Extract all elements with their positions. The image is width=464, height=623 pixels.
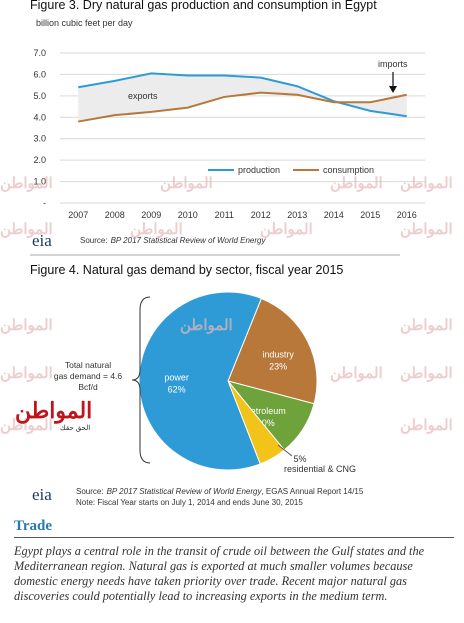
bracket: [131, 296, 151, 464]
annotation-line: Total natural: [65, 360, 111, 370]
watermark: المواطن: [400, 417, 453, 434]
y-tick-label: 1.0: [33, 177, 46, 187]
series-line: [78, 72, 407, 118]
slice-value: 23%: [269, 362, 287, 372]
arrowhead: [389, 86, 397, 93]
watermark: المواطن: [0, 317, 53, 334]
slice-value: 5%: [293, 454, 306, 464]
watermark: المواطن: [0, 417, 53, 434]
chart-title: Figure 3. Dry natural gas production and…: [30, 0, 377, 12]
watermark: المواطن: [160, 175, 213, 192]
x-tick-label: 2009: [141, 210, 161, 220]
annotation: exports: [128, 91, 158, 101]
watermark: المواطن: [0, 365, 53, 382]
x-tick-label: 2016: [397, 210, 417, 220]
slice-value: 10%: [257, 418, 275, 428]
slice-label: residential & CNG: [284, 464, 356, 474]
legend-label: consumption: [323, 165, 374, 175]
source-extra: , EGAS Annual Report 14/15: [261, 487, 363, 496]
logo: المواطن: [15, 398, 92, 424]
watermark: المواطن: [400, 221, 453, 238]
watermark: المواطن: [400, 175, 453, 192]
x-tick-label: 2010: [178, 210, 198, 220]
annotation-line: gas demand = 4.6: [54, 371, 123, 381]
y-tick-label: -: [43, 198, 46, 208]
exports-area: [78, 73, 407, 122]
x-tick-label: 2011: [215, 210, 234, 220]
logo-tagline: الحق حقك: [60, 424, 90, 432]
watermark: المواطن: [0, 221, 53, 238]
x-tick-label: 2015: [360, 210, 380, 220]
source-text: BP 2017 Statistical Review of World Ener…: [111, 236, 267, 245]
source-label: Source:: [76, 487, 104, 496]
note: Note: Fiscal Year starts on July 1, 2014…: [76, 498, 303, 507]
annotation-line: Bcf/d: [78, 382, 98, 392]
y-tick-label: 5.0: [33, 91, 46, 101]
eia-logo: eia: [32, 485, 52, 504]
x-tick-label: 2008: [105, 210, 125, 220]
x-tick-label: 2012: [251, 210, 271, 220]
source-label: Source:: [80, 236, 108, 245]
series-line: [78, 91, 407, 123]
watermark: المواطن: [180, 317, 233, 334]
chart-title: Figure 4. Natural gas demand by sector, …: [30, 263, 343, 277]
leader: [277, 444, 293, 457]
pie-slice: [227, 297, 318, 405]
slice-label: industry: [262, 350, 294, 360]
section-heading: Trade: [14, 518, 454, 538]
watermark: المواطن: [260, 221, 313, 238]
y-tick-label: 4.0: [33, 112, 46, 122]
pie-slice: [138, 291, 262, 471]
x-tick-label: 2013: [287, 210, 307, 220]
slice-value: 62%: [168, 384, 186, 394]
watermark: المواطن: [0, 175, 53, 192]
x-tick-label: 2007: [68, 210, 88, 220]
section-body: Egypt plays a central role in the transi…: [14, 544, 425, 603]
watermark: المواطن: [400, 365, 453, 382]
x-tick-label: 2014: [324, 210, 344, 220]
y-tick-label: 3.0: [33, 134, 46, 144]
annotation: Total natural gas demand = 4.6 Bcf/d: [54, 360, 123, 392]
watermark: المواطن: [130, 221, 183, 238]
watermark: المواطن: [330, 175, 383, 192]
legend-label: production: [238, 165, 280, 175]
watermark: المواطن: [400, 317, 453, 334]
slice-label: petroleum: [246, 406, 286, 416]
y-tick-label: 6.0: [33, 69, 46, 79]
slice-label: power: [164, 372, 189, 382]
figures: Figure 3. Dry natural gas production and…: [0, 0, 453, 507]
source-text: BP 2017 Statistical Review of World Ener…: [107, 487, 263, 496]
y-tick-label: 2.0: [33, 155, 46, 165]
source: Source: BP 2017 Statistical Review of Wor…: [80, 236, 266, 245]
annotation: imports: [378, 59, 408, 69]
y-tick-label: 7.0: [33, 48, 46, 58]
y-axis-label: billion cubic feet per day: [36, 18, 133, 28]
watermark: المواطن: [330, 365, 383, 382]
source: Source: BP 2017 Statistical Review of Wor…: [76, 487, 364, 496]
eia-logo: eia: [32, 231, 52, 250]
